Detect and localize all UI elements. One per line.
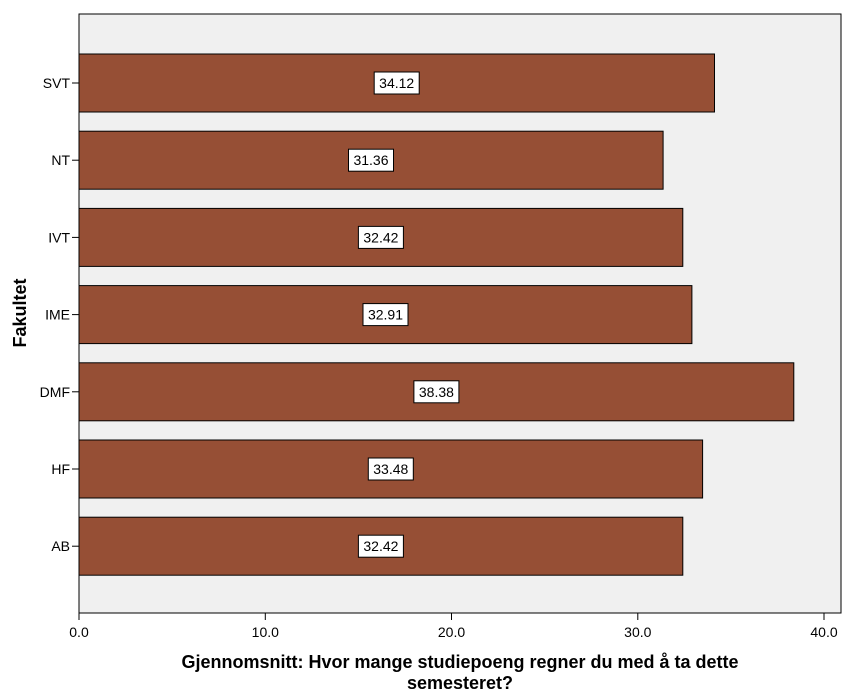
x-axis: 0.0 10.0 20.0 30.0 40.0 — [69, 613, 838, 640]
data-label-hf: 33.48 — [373, 461, 408, 477]
y-tick-label-nt: NT — [51, 152, 70, 168]
y-axis-title: Fakultet — [10, 278, 30, 347]
data-label-ime: 32.91 — [368, 307, 403, 323]
data-label-box-nt — [348, 148, 394, 172]
data-label-ab: 32.42 — [363, 538, 398, 554]
y-tick-label-ivt: IVT — [48, 229, 70, 245]
y-tick-label-ime: IME — [45, 307, 70, 323]
data-label-box-dmf — [413, 380, 460, 404]
y-axis: SVT NT IVT IME DMF HF AB — [40, 75, 79, 554]
x-tick-label-1: 10.0 — [252, 624, 279, 640]
data-label-box-hf — [367, 457, 414, 481]
data-label-ivt: 32.42 — [363, 229, 398, 245]
x-tick-label-4: 40.0 — [810, 624, 837, 640]
data-label-box-ivt — [357, 225, 404, 249]
y-tick-label-hf: HF — [51, 461, 70, 477]
y-tick-label-ab: AB — [51, 538, 70, 554]
x-axis-title-line-1: Gjennomsnitt: Hvor mange studiepoeng reg… — [181, 652, 738, 672]
data-label-dmf: 38.38 — [419, 384, 454, 400]
x-tick-label-3: 30.0 — [624, 624, 651, 640]
data-label-box-ab — [357, 534, 404, 558]
x-tick-label-2: 20.0 — [438, 624, 465, 640]
x-tick-label-0: 0.0 — [69, 624, 89, 640]
data-label-box-ime — [362, 303, 409, 327]
data-label-box-svt — [373, 71, 420, 95]
data-label-svt: 34.12 — [379, 75, 414, 91]
data-label-nt: 31.36 — [353, 152, 388, 168]
data-labels-layer: 34.12 31.36 32.42 32.91 38.38 33.48 32.42 — [348, 71, 460, 558]
y-tick-label-svt: SVT — [43, 75, 71, 91]
x-axis-title-line-2: semesteret? — [407, 673, 513, 693]
bars-layer — [78, 53, 795, 576]
y-tick-label-dmf: DMF — [40, 384, 70, 400]
